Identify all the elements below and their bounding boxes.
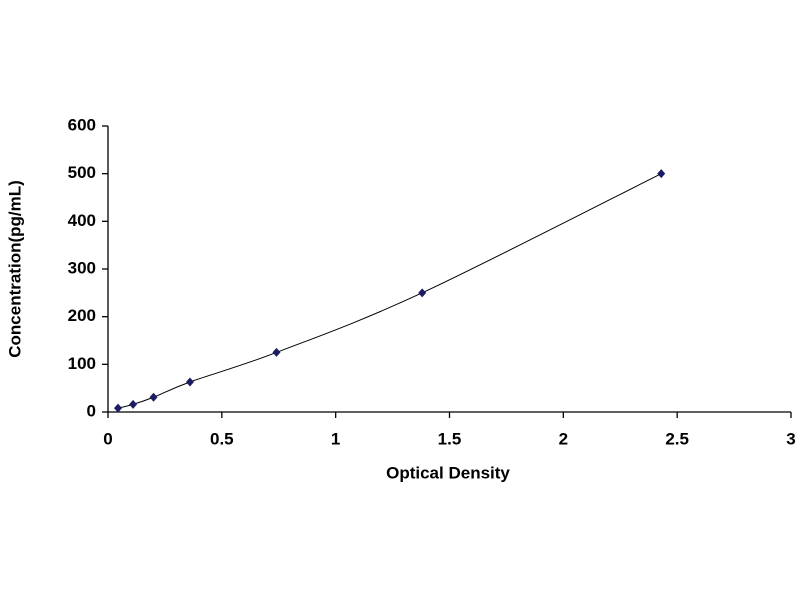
x-tick-label: 1.5 [438, 429, 462, 448]
x-tick-label: 2.5 [665, 429, 689, 448]
x-tick-label: 1 [331, 429, 340, 448]
y-tick-label: 100 [68, 354, 96, 373]
x-tick-label: 3 [786, 429, 795, 448]
data-point [272, 347, 281, 357]
y-tick-label: 0 [87, 401, 96, 420]
data-point [185, 377, 194, 387]
y-tick-label: 400 [68, 211, 96, 230]
y-axis-label: Concentration(pg/mL) [5, 180, 24, 358]
data-point [418, 288, 427, 298]
x-tick-label: 2 [559, 429, 568, 448]
data-point [149, 392, 158, 402]
data-point [657, 169, 666, 179]
y-tick-label: 300 [68, 258, 96, 277]
x-axis-label: Optical Density [386, 463, 510, 482]
trend-line [117, 173, 662, 409]
y-tick-label: 200 [68, 306, 96, 325]
x-tick-label: 0.5 [210, 429, 234, 448]
data-point [114, 403, 123, 413]
y-tick-label: 500 [68, 163, 96, 182]
y-tick-label: 600 [68, 115, 96, 134]
x-tick-label: 0 [103, 429, 112, 448]
data-point [129, 399, 138, 409]
